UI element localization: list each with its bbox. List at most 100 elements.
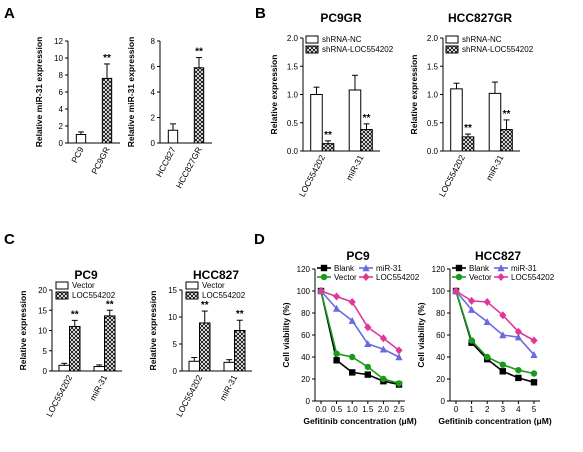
y-tick-label: 4 [59,105,64,114]
y-axis-label: Relative expression [269,55,279,135]
y-tick-label: 20 [301,375,310,384]
data-point [364,340,372,347]
y-tick-label: 1.0 [287,91,299,100]
y-tick-label: 0.5 [287,119,299,128]
data-point [349,353,356,361]
data-point [468,305,476,313]
data-point [530,370,538,377]
y-axis-label: Relative expression [409,55,419,135]
category-label: HCC827 [154,145,178,179]
category-label: miR-31 [484,153,506,182]
legend-swatch [55,281,69,290]
bar [167,129,179,144]
data-point [379,345,387,353]
y-tick-label: 60 [436,331,445,340]
y-axis-label: Cell viability (%) [416,302,426,367]
chart-title: HCC827GR [448,11,512,25]
chart-title: HCC827 [475,249,521,263]
category-label: miR-31 [218,373,240,402]
x-tick-label: 4 [516,405,521,414]
y-tick-label: 0 [151,139,156,148]
bar [69,325,81,372]
y-tick-label: 20 [436,375,445,384]
category-label: LOC554202 [174,373,204,418]
legend-label: LOC554202 [72,291,116,300]
bar [75,134,87,144]
y-tick-label: 60 [301,331,310,340]
x-tick-label: 5 [532,405,537,414]
y-tick-label: 100 [432,287,446,296]
bar [500,129,513,152]
data-point [452,287,460,295]
legend-label: Vector [469,273,492,282]
bar [234,330,246,372]
data-point [395,346,403,355]
x-tick-label: 1.5 [362,405,374,414]
data-point [484,353,491,361]
bar [104,315,116,372]
bar [199,322,211,372]
legend-label: Blank [334,264,355,273]
category-label: LOC554202 [297,153,327,198]
data-point [455,264,463,272]
data-point [379,334,387,343]
y-tick-label: 0 [306,397,311,406]
y-tick-label: 2.0 [427,34,439,43]
data-point [497,264,505,272]
y-tick-label: 120 [432,265,446,274]
legend-label: Blank [469,264,490,273]
legend-label: LOC554202 [511,273,555,282]
category-label: miR-31 [344,153,366,182]
y-tick-label: 1.0 [427,91,439,100]
y-tick-label: 2 [151,114,156,123]
significance-marker: ** [363,113,371,124]
y-tick-label: 0.5 [427,119,439,128]
y-tick-label: 0 [43,367,48,376]
bar [461,136,475,152]
data-point [514,333,522,341]
y-tick-label: 6 [59,88,64,97]
data-point [499,361,506,368]
category-label: LOC554202 [437,153,467,198]
legend-swatch [185,281,199,290]
x-axis-label: Gefitinib concentration (μM) [303,416,417,426]
legend-swatch [305,35,319,44]
legend-swatch [55,291,69,300]
legend-swatch [305,45,319,54]
y-tick-label: 1.5 [287,62,299,71]
data-point [497,273,505,281]
data-point [499,368,506,375]
data-point [364,363,371,371]
y-tick-label: 120 [297,265,311,274]
bar [360,129,373,152]
x-tick-label: 1 [469,405,474,414]
bar [348,89,362,152]
data-point [530,351,538,358]
y-tick-label: 80 [436,309,445,318]
y-tick-label: 2 [59,122,64,131]
significance-marker: ** [71,309,79,320]
y-axis-label: Cell viability (%) [281,302,291,367]
data-point [320,264,328,272]
significance-marker: ** [195,47,203,58]
bar [488,92,502,152]
data-point [468,296,476,305]
x-axis-label: Gefitinib concentration (μM) [438,416,552,426]
series-line [455,290,535,342]
category-label: LOC554202 [44,373,74,418]
data-point [333,292,341,301]
data-point [362,273,370,281]
series-line [320,290,400,358]
x-tick-label: 2 [485,405,490,414]
data-point [455,273,463,281]
y-tick-label: 0.0 [287,147,299,156]
data-point [364,323,372,332]
y-tick-label: 40 [301,353,310,362]
data-point [333,350,340,357]
data-point [317,287,325,295]
chart-title: PC9 [346,249,370,263]
bar [58,364,70,372]
data-point [530,379,538,386]
